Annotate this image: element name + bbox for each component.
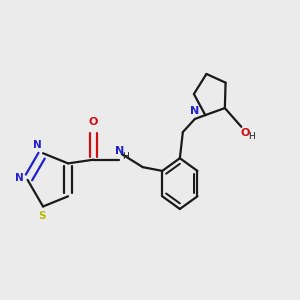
- Text: N: N: [190, 106, 199, 116]
- Text: S: S: [38, 211, 45, 221]
- Text: O: O: [89, 117, 98, 127]
- Text: N: N: [33, 140, 42, 150]
- Text: N: N: [15, 173, 24, 183]
- Text: O: O: [240, 128, 250, 139]
- Text: H: H: [122, 152, 129, 161]
- Text: H: H: [248, 132, 255, 141]
- Text: N: N: [115, 146, 124, 157]
